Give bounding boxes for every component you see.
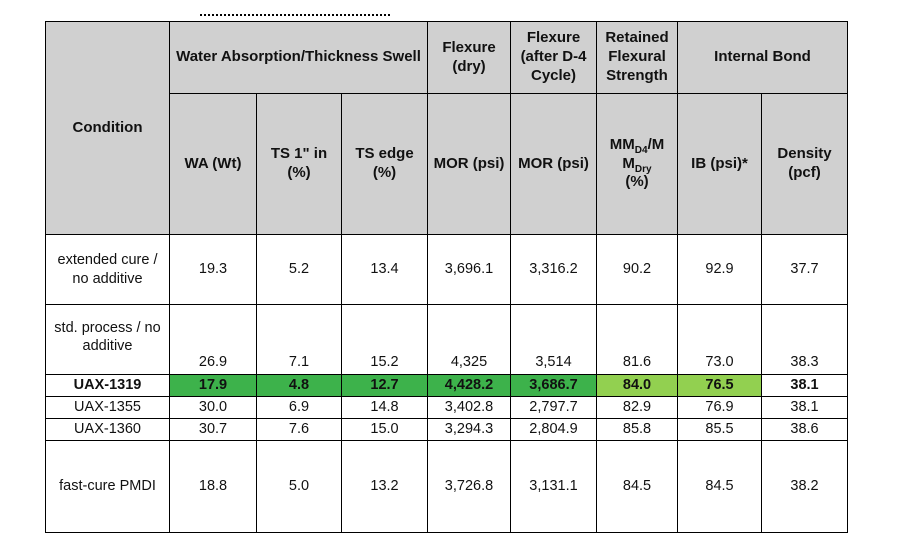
cell-mor-dry: 4,428.2 [427,374,511,397]
cell-retained: 85.8 [596,418,678,441]
table-row: UAX-1360 30.7 7.6 15.0 3,294.3 2,804.9 8… [45,418,848,441]
cell-ts-edge: 15.0 [341,418,428,441]
cell-density: 37.7 [761,234,848,305]
cell-ts-in: 5.2 [256,234,342,305]
header-row-units: WA (Wt) TS 1" in (%) TS edge (%) MOR (ps… [46,93,848,235]
mm-a: MM [609,135,635,153]
results-table-frame: Condition Water Absorption/Thickness Swe… [45,21,848,533]
cell-ts-in: 6.9 [256,396,342,419]
table-row: UAX-1355 30.0 6.9 14.8 3,402.8 2,797.7 8… [45,396,848,419]
header-ib: IB (psi)* [677,93,762,235]
cell-wa: 17.9 [169,374,257,397]
results-table: Condition Water Absorption/Thickness Swe… [45,21,848,533]
cell-wa: 26.9 [169,304,257,375]
mm-pct: (%) [625,173,649,191]
cell-mor-after: 3,686.7 [510,374,597,397]
cell-wa: 30.7 [169,418,257,441]
cell-ib: 76.5 [677,374,762,397]
header-internal-bond: Internal Bond [677,21,848,94]
cell-retained: 84.5 [596,440,678,533]
header-ts-in: TS 1" in (%) [256,93,342,235]
cell-density: 38.2 [761,440,848,533]
cell-retained: 84.0 [596,374,678,397]
cell-mor-after: 3,316.2 [510,234,597,305]
table-row: std. process / no additive 26.9 7.1 15.2… [45,304,848,375]
cell-wa: 18.8 [169,440,257,533]
cell-mor-dry: 3,696.1 [427,234,511,305]
cell-ts-edge: 13.2 [341,440,428,533]
cell-density: 38.3 [761,304,848,375]
row-condition: extended cure / no additive [45,234,170,305]
cell-mor-after: 2,804.9 [510,418,597,441]
cell-density: 38.1 [761,396,848,419]
mm-b: /M M [622,135,665,172]
cell-ib: 85.5 [677,418,762,441]
cell-mor-after: 3,131.1 [510,440,597,533]
cell-mor-dry: 3,294.3 [427,418,511,441]
header-density: Density (pcf) [761,93,848,235]
table-row-highlighted: UAX-1319 17.9 4.8 12.7 4,428.2 3,686.7 8… [45,374,848,397]
cell-mor-after: 2,797.7 [510,396,597,419]
table-row: extended cure / no additive 19.3 5.2 13.… [45,234,848,305]
cell-ts-in: 7.1 [256,304,342,375]
cell-ib: 84.5 [677,440,762,533]
cell-mor-after: 3,514 [510,304,597,375]
header-mor-dry: MOR (psi) [427,93,511,235]
row-condition: fast-cure PMDI [45,440,170,533]
row-condition: UAX-1319 [45,374,170,397]
header-flexure-dry: Flexure (dry) [427,21,511,94]
header-condition: Condition [45,21,170,235]
header-water-absorption: Water Absorption/Thickness Swell [169,21,428,94]
cell-density: 38.1 [761,374,848,397]
header-wa: WA (Wt) [169,93,257,235]
cell-ts-in: 4.8 [256,374,342,397]
cell-wa: 19.3 [169,234,257,305]
cell-ts-in: 7.6 [256,418,342,441]
cell-ts-edge: 13.4 [341,234,428,305]
cell-retained: 90.2 [596,234,678,305]
header-mor-after: MOR (psi) [510,93,597,235]
cell-retained: 82.9 [596,396,678,419]
cell-ts-edge: 12.7 [341,374,428,397]
cell-ts-edge: 15.2 [341,304,428,375]
top-dotted-line [200,14,390,22]
cell-ts-edge: 14.8 [341,396,428,419]
cell-density: 38.6 [761,418,848,441]
row-condition: UAX-1360 [45,418,170,441]
cell-ib: 92.9 [677,234,762,305]
cell-mor-dry: 3,726.8 [427,440,511,533]
cell-ib: 76.9 [677,396,762,419]
row-condition: std. process / no additive [45,304,170,375]
mm-dry: Dry [634,163,652,175]
row-condition: UAX-1355 [45,396,170,419]
header-ts-edge: TS edge (%) [341,93,428,235]
cell-retained: 81.6 [596,304,678,375]
table-row: fast-cure PMDI 18.8 5.0 13.2 3,726.8 3,1… [45,440,848,533]
cell-wa: 30.0 [169,396,257,419]
mm-d4: D4 [634,144,648,156]
header-row-groups: Condition Water Absorption/Thickness Swe… [45,21,848,235]
cell-ts-in: 5.0 [256,440,342,533]
header-retained: Retained Flexural Strength [596,21,678,94]
cell-ib: 73.0 [677,304,762,375]
header-mm-ratio: MMD4/M MDry (%) [596,93,678,235]
cell-mor-dry: 4,325 [427,304,511,375]
cell-mor-dry: 3,402.8 [427,396,511,419]
header-flexure-after: Flexure (after D-4 Cycle) [510,21,597,94]
